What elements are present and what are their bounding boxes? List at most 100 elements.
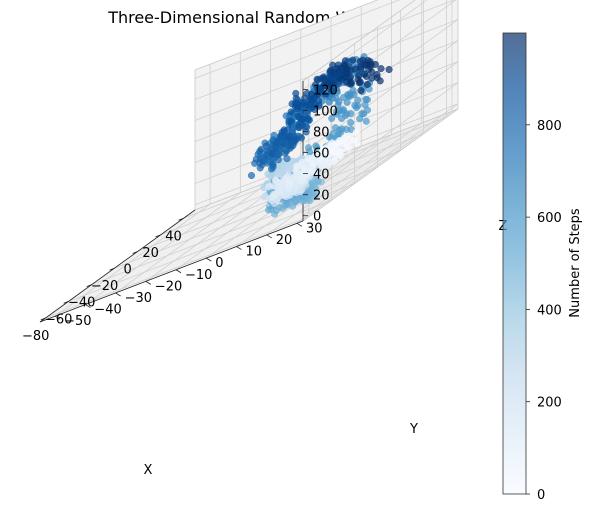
- y-tick-label: −10: [185, 268, 212, 283]
- walk-point: [280, 140, 288, 148]
- walk-point: [304, 155, 312, 163]
- walk-point: [349, 56, 357, 64]
- walk-point: [340, 134, 348, 142]
- walk-point: [330, 148, 338, 156]
- axis-lines: [39, 0, 459, 323]
- pane-edge: [302, 108, 459, 222]
- walk-point: [312, 142, 320, 150]
- y-gridline: [85, 192, 241, 305]
- x-tick-mark: [178, 217, 184, 221]
- walk-point: [362, 117, 370, 125]
- x-tick-mark: [40, 317, 46, 321]
- walk-point: [293, 165, 301, 173]
- y-tick-mark: [54, 315, 61, 320]
- y-tick-mark: [296, 222, 303, 227]
- walk-point: [247, 171, 255, 179]
- tick-labels: −80−60−40−2002040−50−40−30−20−1001020300…: [22, 83, 338, 343]
- y-gridline: [266, 122, 422, 236]
- walk-point: [336, 149, 344, 157]
- walk-point: [287, 108, 295, 116]
- walk-point: [364, 106, 372, 114]
- walk-point: [354, 96, 362, 104]
- walk-point: [343, 110, 351, 118]
- x-tick-mark: [109, 267, 115, 271]
- x-tick-mark: [63, 300, 69, 304]
- z-tick-label: 60: [313, 147, 330, 162]
- axes-panes: [40, 0, 458, 322]
- z-gridline: [194, 0, 456, 100]
- walk-point: [331, 70, 339, 78]
- x-tick-label: 40: [165, 229, 182, 244]
- walk-point: [295, 123, 303, 131]
- walk-point: [333, 139, 341, 147]
- z-tick-label: 100: [313, 105, 338, 120]
- y-gridline: [54, 203, 211, 317]
- z-tick-label: 40: [313, 168, 330, 183]
- y-tick-label: 30: [306, 221, 323, 236]
- walk-point: [363, 80, 371, 88]
- walk-point: [285, 161, 293, 169]
- walk-point: [330, 129, 338, 137]
- y-tick-mark: [115, 292, 121, 297]
- walk-point: [334, 101, 342, 109]
- x-tick-mark: [155, 234, 161, 238]
- walk-point: [333, 108, 341, 116]
- x-tick-label: 20: [142, 246, 159, 261]
- walk-point: [328, 85, 336, 93]
- walk-point: [353, 139, 361, 147]
- walk-point: [352, 129, 360, 137]
- z-gridline: [194, 82, 459, 185]
- walk-point: [328, 114, 336, 122]
- z-tick-label: 80: [313, 126, 330, 141]
- walk-point: [325, 98, 333, 106]
- walk-point: [307, 168, 315, 176]
- walk-point: [347, 78, 355, 86]
- y-tick-label: −30: [125, 291, 152, 306]
- walk-point: [322, 90, 330, 98]
- z-tick-label: 20: [313, 189, 330, 204]
- walk-point: [376, 77, 384, 85]
- walk-point: [257, 145, 265, 153]
- walk-point: [344, 144, 352, 152]
- y-tick-label: −40: [94, 303, 121, 318]
- z-gridline: [302, 103, 459, 217]
- z-tick-label: 120: [313, 83, 338, 98]
- x-tick-label: −20: [91, 279, 118, 294]
- walk-point: [320, 73, 328, 81]
- walk-point: [279, 180, 287, 188]
- walk-point: [368, 68, 376, 76]
- y-tick-label: 20: [276, 233, 293, 248]
- walk-point: [285, 184, 293, 192]
- y-tick-label: −50: [64, 314, 91, 329]
- walk-point: [349, 86, 357, 94]
- x-gridline: [68, 199, 332, 302]
- walk-point: [356, 57, 364, 65]
- x-tick-label: −40: [68, 296, 95, 311]
- walk-point: [377, 65, 385, 73]
- walk-point: [269, 160, 277, 168]
- y-axis-label: Y: [409, 422, 418, 437]
- walk-point: [303, 123, 311, 131]
- y-gridline: [115, 180, 271, 294]
- chart-title: Three-Dimensional Random Walk: [108, 8, 374, 27]
- colorbar-gradient: [502, 32, 527, 495]
- walk-point: [304, 115, 312, 123]
- y-tick-mark: [206, 257, 212, 262]
- x-gridline: [114, 166, 378, 269]
- pane-edge: [302, 0, 416, 82]
- walk-point: [371, 60, 379, 68]
- walk-point: [300, 164, 308, 172]
- walk-point: [308, 96, 316, 104]
- walk-point: [283, 155, 291, 163]
- x-gridline: [45, 216, 309, 319]
- colorbar-tick-label: 600: [537, 211, 562, 226]
- x-tick-label: 0: [123, 263, 131, 278]
- walk-point: [357, 87, 365, 95]
- walk-point: [262, 151, 270, 159]
- walk-point: [263, 159, 271, 167]
- colorbar-tick-label: 800: [537, 119, 562, 134]
- x-axis-label: X: [144, 463, 153, 478]
- x-tick-label: −60: [45, 312, 72, 327]
- colorbar-ticks: 0 200 400 600 800: [526, 119, 562, 503]
